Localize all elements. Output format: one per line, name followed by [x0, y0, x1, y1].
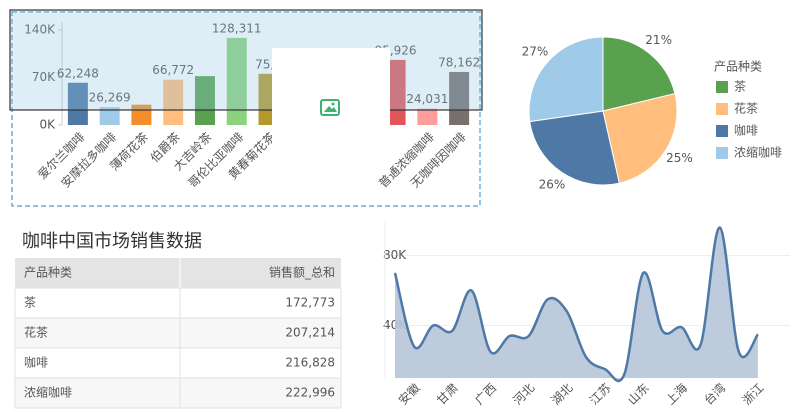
legend-label: 茶: [734, 79, 746, 94]
table-row: [14, 317, 342, 349]
x-tick-label: 台湾: [701, 380, 729, 408]
column-header: 产品种类: [24, 266, 72, 280]
value-label: 66,772: [152, 63, 194, 77]
bar: [417, 108, 438, 125]
y-tick-label: 80K: [383, 248, 407, 262]
table-cell: 222,996: [285, 386, 335, 400]
table-cell: 172,773: [285, 296, 335, 310]
table-cell: 茶: [24, 295, 36, 310]
x-tick-label: 甘肃: [434, 381, 461, 408]
legend-swatch: [716, 81, 728, 93]
y-tick-label: 0K: [39, 118, 56, 132]
x-tick-label: 广西: [472, 381, 499, 408]
x-tick-label: 山东: [625, 381, 652, 408]
legend-swatch: [716, 125, 728, 137]
y-tick-label: 140K: [24, 23, 56, 37]
bar: [194, 76, 215, 125]
bar: [226, 37, 247, 125]
table-row: [14, 347, 342, 379]
value-label: 128,311: [212, 21, 262, 35]
pie-slice: [529, 110, 620, 186]
legend-swatch: [716, 147, 728, 159]
bar: [449, 71, 470, 125]
selection-box: [11, 11, 481, 207]
legend-swatch: [716, 103, 728, 115]
x-tick-label: 上海: [663, 380, 691, 408]
selection-overlay: [9, 9, 483, 207]
table-row: [14, 287, 342, 319]
slice-label: 27%: [522, 45, 549, 59]
slice-label: 26%: [539, 178, 566, 192]
bar: [99, 107, 120, 125]
table-cell: 207,214: [285, 326, 335, 340]
pie-slice: [602, 92, 678, 184]
value-label: 24,031: [406, 92, 448, 106]
selection-band: [9, 9, 483, 111]
table-cell: 咖啡: [24, 355, 48, 370]
table-row: [14, 377, 342, 409]
x-tick-label: 江苏: [587, 381, 614, 408]
value-label: 62,248: [57, 66, 99, 80]
bar: [385, 59, 406, 125]
bar: [67, 82, 88, 125]
pie-slice: [528, 36, 604, 123]
slice-label: 25%: [666, 151, 693, 165]
area-fill: [395, 227, 758, 381]
slice-label: 21%: [645, 33, 672, 47]
x-tick-label: 安徽: [395, 380, 423, 408]
area-line: [393, 226, 759, 383]
table-cell: 浓缩咖啡: [24, 385, 72, 400]
bar: [163, 79, 184, 125]
x-tick-label: 河北: [510, 381, 537, 408]
x-tick-label: 湖北: [548, 380, 576, 408]
value-label: 26,269: [89, 91, 131, 105]
legend-label: 浓缩咖啡: [734, 145, 782, 160]
pie-slice: [602, 36, 676, 112]
column-header: 销售额_总和: [269, 265, 335, 280]
header-row: [15, 258, 341, 288]
x-tick-label: 浙江: [740, 381, 767, 408]
value-label: 78,162: [438, 55, 480, 69]
y-tick-label: 70K: [32, 70, 56, 84]
legend-label: 咖啡: [734, 123, 758, 138]
legend-title: 产品种类: [714, 60, 762, 74]
table-cell: 216,828: [285, 356, 335, 370]
table-title: 咖啡中国市场销售数据: [22, 231, 202, 252]
table-cell: 花茶: [24, 325, 48, 340]
legend-label: 花茶: [734, 101, 758, 116]
image-icon: [320, 99, 340, 116]
